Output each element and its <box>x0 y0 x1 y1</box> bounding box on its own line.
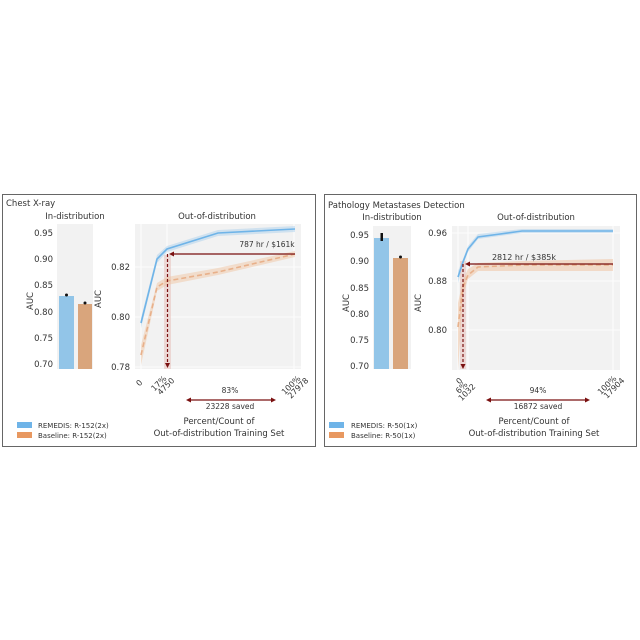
bar-yticks: 0.95 0.90 0.85 0.80 0.75 0.70 <box>34 229 53 370</box>
svg-text:0.70: 0.70 <box>350 362 369 372</box>
svg-text:0.75: 0.75 <box>34 334 53 344</box>
xtick-0: 0 <box>134 378 144 388</box>
svg-text:0.96: 0.96 <box>428 229 447 239</box>
svg-text:0.80: 0.80 <box>350 310 369 320</box>
cost-annotation: 2812 hr / $385k <box>492 253 556 262</box>
baseline-errorbar <box>83 301 87 305</box>
savings-arrow-right-head <box>271 397 276 403</box>
baseline-ci-band <box>141 251 295 365</box>
arrow-head-left <box>465 261 470 267</box>
xlabel-line1: Percent/Count of <box>184 417 256 427</box>
baseline-errorbar <box>399 255 402 259</box>
in-dist-title: In-distribution <box>45 212 104 222</box>
chest-xray-figure: Chest X-ray In-distribution 0.95 0.90 0.… <box>6 199 310 440</box>
svg-text:0.95: 0.95 <box>350 231 369 241</box>
svg-text:0.85: 0.85 <box>350 284 369 294</box>
pathology-figure: Pathology Metastases Detection In-distri… <box>328 201 626 440</box>
xtick-0: 0 <box>454 376 464 386</box>
svg-text:0.85: 0.85 <box>34 281 53 291</box>
savings-arrow-left-head <box>486 397 491 403</box>
svg-text:0.88: 0.88 <box>428 277 447 287</box>
arrow-head-down <box>460 364 466 369</box>
legend-swatch-baseline <box>17 432 32 438</box>
arrow-head-left <box>169 251 174 257</box>
pathology-panel: Pathology Metastases Detection In-distri… <box>324 194 637 447</box>
ood-plot-area <box>135 224 301 369</box>
ood-title: Out-of-distribution <box>497 213 575 223</box>
svg-text:0.95: 0.95 <box>34 229 53 239</box>
baseline-bar <box>393 258 408 369</box>
savings-arrow-right-head <box>585 397 590 403</box>
cost-annotation: 787 hr / $161k <box>239 240 295 249</box>
legend-swatch-baseline <box>329 432 344 438</box>
ood-yticks: 0.96 0.88 0.80 <box>428 229 447 336</box>
savings-count: 23228 saved <box>206 402 255 411</box>
ood-plot-area <box>452 226 620 370</box>
chest-xray-panel: Chest X-ray In-distribution 0.95 0.90 0.… <box>2 194 316 447</box>
ood-title: Out-of-distribution <box>178 212 256 222</box>
legend-baseline: Baseline: R-152(2x) <box>38 432 107 440</box>
svg-text:0.90: 0.90 <box>350 257 369 267</box>
legend-remedis: REMEDIS: R-50(1x) <box>351 422 418 430</box>
xlabel-line1: Percent/Count of <box>499 417 571 427</box>
bar-yticks: 0.95 0.90 0.85 0.80 0.75 0.70 <box>350 231 369 372</box>
bar-ylabel: AUC <box>26 292 36 310</box>
panel-title: Chest X-ray <box>6 199 55 209</box>
xlabel-line2: Out-of-distribution Training Set <box>154 429 285 439</box>
arrow-head-down <box>165 363 170 368</box>
legend-remedis: REMEDIS: R-152(2x) <box>38 422 109 430</box>
baseline-bar <box>78 304 92 369</box>
ood-ylabel: AUC <box>414 294 424 312</box>
ood-yticks: 0.82 0.80 0.78 <box>111 263 130 373</box>
svg-text:0.75: 0.75 <box>350 336 369 346</box>
xlabel-line2: Out-of-distribution Training Set <box>469 429 600 439</box>
svg-text:0.80: 0.80 <box>34 308 53 318</box>
remedis-line <box>457 230 613 278</box>
savings-percent: 94% <box>530 386 547 395</box>
baseline-line <box>457 264 613 328</box>
svg-text:0.82: 0.82 <box>111 263 130 273</box>
ood-ylabel: AUC <box>94 290 104 308</box>
bar-ylabel: AUC <box>342 294 352 312</box>
svg-text:0.80: 0.80 <box>111 313 130 323</box>
legend-swatch-remedis <box>329 422 344 428</box>
svg-text:0.80: 0.80 <box>428 326 447 336</box>
in-dist-title: In-distribution <box>362 213 421 223</box>
svg-text:0.70: 0.70 <box>34 360 53 370</box>
savings-percent: 83% <box>222 386 239 395</box>
remedis-bar <box>59 296 74 369</box>
savings-arrow-left-head <box>186 397 191 403</box>
legend-baseline: Baseline: R-50(1x) <box>351 432 416 440</box>
remedis-errorbar <box>380 233 383 241</box>
svg-text:0.90: 0.90 <box>34 255 53 265</box>
remedis-errorbar <box>65 293 68 297</box>
savings-count: 16872 saved <box>514 402 563 411</box>
legend-swatch-remedis <box>17 422 32 428</box>
panel-title: Pathology Metastases Detection <box>328 201 465 211</box>
svg-text:0.78: 0.78 <box>111 363 130 373</box>
remedis-bar <box>374 238 389 369</box>
remedis-line <box>140 228 296 324</box>
